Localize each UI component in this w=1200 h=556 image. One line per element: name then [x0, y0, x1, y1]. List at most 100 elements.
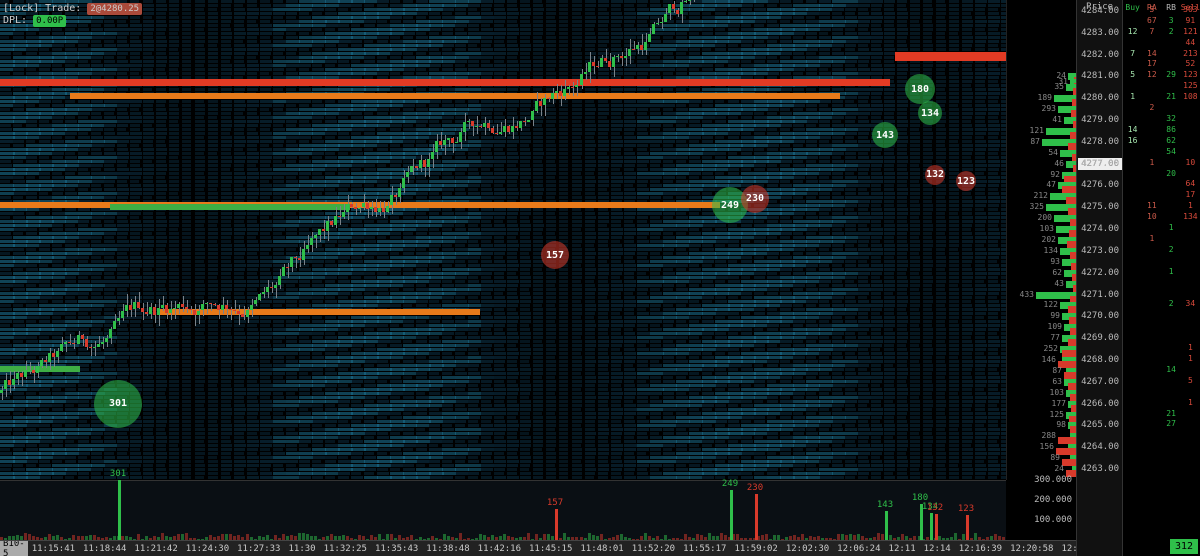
trade-value: 2@4280.25 — [87, 3, 142, 15]
profile-value: 87 — [1052, 366, 1062, 376]
time-tick: 11:55:17 — [683, 544, 726, 554]
profile-value: 103 — [1040, 224, 1054, 234]
profile-value: 202 — [1042, 235, 1056, 245]
volume-bubble: 157 — [541, 241, 569, 269]
time-tick: 11:15:41 — [32, 544, 75, 554]
price-tick: 4282.00 — [1081, 50, 1119, 60]
time-tick: 11:24:30 — [186, 544, 229, 554]
profile-value: 63 — [1052, 377, 1062, 387]
lock-tag: [Lock] — [3, 3, 39, 14]
dpl-label: DPL: — [3, 15, 27, 26]
time-tick: 12:20:58 — [1010, 544, 1053, 554]
profile-value: 35 — [1054, 82, 1064, 92]
price-tick: 4266.00 — [1081, 399, 1119, 409]
depth-of-market[interactable]: Buy RA RB Sell 312 5 303 67 3 91 12 7 2 … — [1122, 0, 1200, 556]
time-tick: 12:16:39 — [959, 544, 1002, 554]
time-tick: 12:06:24 — [837, 544, 880, 554]
time-axis[interactable]: B10-5 11:15:41 11:18:44 11:21:42 11:24:30 11… — [0, 540, 1076, 556]
price-tick: 4272.00 — [1081, 268, 1119, 278]
time-tick: 11:35:43 — [375, 544, 418, 554]
profile-value: 62 — [1052, 268, 1062, 278]
volume-bubble: 230 — [741, 185, 769, 213]
profile-value: 46 — [1054, 159, 1064, 169]
volume-peak-label: 143 — [877, 500, 893, 510]
price-tick: 4267.00 — [1081, 377, 1119, 387]
time-tick: 12:14 — [924, 544, 951, 554]
price-tick: 4263.00 — [1081, 464, 1119, 474]
volume-profile[interactable]: 2431351892934112187544692472123252001032… — [1006, 0, 1076, 480]
time-tick: 11:18:44 — [83, 544, 126, 554]
price-tick: 4276.00 — [1081, 180, 1119, 190]
time-tick: 11:38:48 — [426, 544, 469, 554]
price-tick: 4280.00 — [1081, 93, 1119, 103]
volume-bubble: 132 — [925, 165, 945, 185]
profile-value: 212 — [1034, 191, 1048, 201]
profile-value: 146 — [1042, 355, 1056, 365]
time-tick: 11:48:01 — [580, 544, 623, 554]
volume-bubble: 134 — [918, 101, 942, 125]
profile-value: 47 — [1046, 180, 1056, 190]
dpl-value: 0.00P — [33, 15, 66, 27]
profile-value: 54 — [1048, 148, 1058, 158]
profile-value: 121 — [1030, 126, 1044, 136]
volume-scale: 300.000200.000100.000 — [1006, 480, 1076, 540]
price-tick: 4264.00 — [1081, 442, 1119, 452]
price-tick: 4283.00 — [1081, 28, 1119, 38]
pl-badge: 312 — [1170, 539, 1198, 554]
price-tick: 4275.00 — [1081, 202, 1119, 212]
profile-value: 77 — [1050, 333, 1060, 343]
price-axis[interactable]: Price 4277.00 4284.004283.004282.004281.… — [1076, 0, 1122, 556]
price-tick: 4281.00 — [1081, 71, 1119, 81]
volume-bubble: 301 — [94, 380, 142, 428]
volume-peak-label: 132 — [927, 503, 943, 513]
price-tick: 4271.00 — [1081, 290, 1119, 300]
time-tick: 12:02:30 — [786, 544, 829, 554]
time-tick: 11:21:42 — [134, 544, 177, 554]
profile-value: 89 — [1050, 453, 1060, 463]
volume-peak-label: 230 — [747, 483, 763, 493]
price-tick: 4268.00 — [1081, 355, 1119, 365]
profile-value: 122 — [1044, 300, 1058, 310]
volume-bars: 301157249230143180134132123 — [0, 481, 1006, 540]
profile-value: 177 — [1052, 399, 1066, 409]
volume-panel[interactable]: 301157249230143180134132123 — [0, 480, 1006, 540]
price-tick: 4270.00 — [1081, 311, 1119, 321]
volume-peak-label: 123 — [958, 504, 974, 514]
profile-value: 156 — [1040, 442, 1054, 452]
price-tick: 4274.00 — [1081, 224, 1119, 234]
profile-value: 109 — [1048, 322, 1062, 332]
profile-value: 98 — [1056, 420, 1066, 430]
volume-bubble: 123 — [956, 171, 976, 191]
price-tick: 4277.00 — [1081, 159, 1119, 169]
profile-value: 87 — [1030, 137, 1040, 147]
profile-value: 92 — [1050, 170, 1060, 180]
time-tick: 11:27:33 — [237, 544, 280, 554]
profile-value: 103 — [1050, 388, 1064, 398]
time-tick: 11:30 — [288, 544, 315, 554]
profile-value: 99 — [1050, 311, 1060, 321]
price-tick: 4273.00 — [1081, 246, 1119, 256]
time-tick: 11:32:25 — [324, 544, 367, 554]
timeframe-badge[interactable]: B10-5 — [0, 540, 28, 556]
chart-top-info: [Lock] Trade: 2@4280.25 DPL: 0.00P — [3, 3, 142, 27]
volume-bubble: 180 — [905, 74, 935, 104]
price-chart[interactable]: 301157249230143180134132123 [Lock] Trade… — [0, 0, 1006, 480]
profile-value: 24 — [1054, 464, 1064, 474]
profile-value: 93 — [1050, 257, 1060, 267]
profile-value: 189 — [1038, 93, 1052, 103]
volume-peak-label: 301 — [110, 469, 126, 479]
profile-value: 293 — [1042, 104, 1056, 114]
profile-value: 325 — [1030, 202, 1044, 212]
dom-row[interactable] — [1123, 441, 1200, 455]
volume-bubble: 143 — [872, 122, 898, 148]
profile-value: 433 — [1020, 290, 1034, 300]
price-tick: 4269.00 — [1081, 333, 1119, 343]
price-tick: 4278.00 — [1081, 137, 1119, 147]
time-tick: 11:52:20 — [632, 544, 675, 554]
profile-value: 288 — [1042, 431, 1056, 441]
profile-value: 41 — [1052, 115, 1062, 125]
time-tick: 12:11 — [889, 544, 916, 554]
volume-peak-label: 249 — [722, 479, 738, 489]
trade-label: Trade: — [45, 3, 81, 14]
profile-value: 200 — [1038, 213, 1052, 223]
